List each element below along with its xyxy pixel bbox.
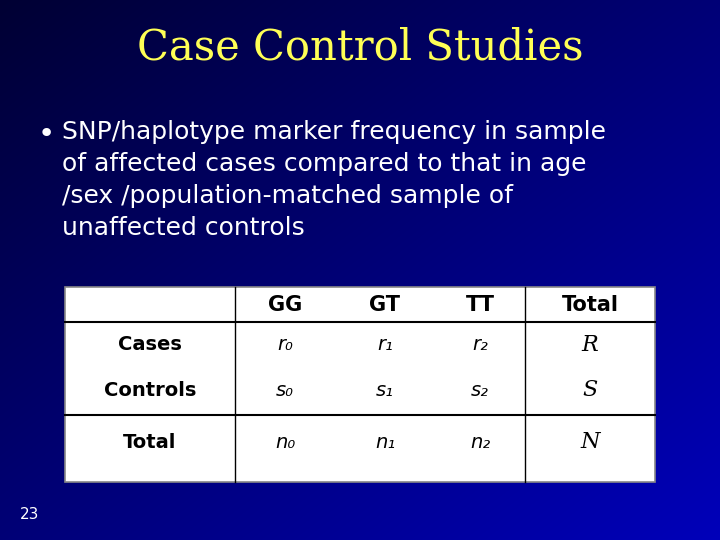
Text: TT: TT (466, 295, 495, 315)
Text: n₀: n₀ (275, 433, 295, 451)
Text: Total: Total (562, 295, 618, 315)
Text: R: R (582, 334, 598, 356)
Text: S: S (582, 379, 598, 401)
FancyBboxPatch shape (65, 287, 655, 482)
Text: GG: GG (268, 295, 302, 315)
Text: s₂: s₂ (471, 381, 489, 400)
Text: n₂: n₂ (470, 433, 490, 451)
Text: SNP/haplotype marker frequency in sample: SNP/haplotype marker frequency in sample (62, 120, 606, 144)
Text: unaffected controls: unaffected controls (62, 216, 305, 240)
Text: Cases: Cases (118, 335, 182, 354)
Text: s₀: s₀ (276, 381, 294, 400)
Text: 23: 23 (20, 507, 40, 522)
Text: •: • (38, 120, 55, 148)
Text: s₁: s₁ (376, 381, 394, 400)
Text: r₀: r₀ (277, 335, 293, 354)
Text: /sex /population-matched sample of: /sex /population-matched sample of (62, 184, 513, 208)
Text: Controls: Controls (104, 381, 196, 400)
Text: N: N (580, 431, 600, 453)
Text: Case Control Studies: Case Control Studies (137, 26, 583, 68)
Text: Total: Total (123, 433, 176, 451)
Text: r₁: r₁ (377, 335, 393, 354)
Text: n₁: n₁ (375, 433, 395, 451)
Text: r₂: r₂ (472, 335, 488, 354)
Text: GT: GT (369, 295, 400, 315)
Text: of affected cases compared to that in age: of affected cases compared to that in ag… (62, 152, 587, 176)
